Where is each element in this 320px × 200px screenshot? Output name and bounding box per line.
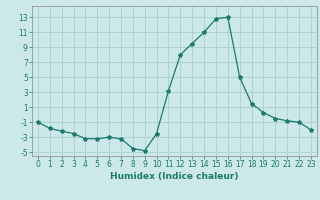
- X-axis label: Humidex (Indice chaleur): Humidex (Indice chaleur): [110, 172, 239, 181]
